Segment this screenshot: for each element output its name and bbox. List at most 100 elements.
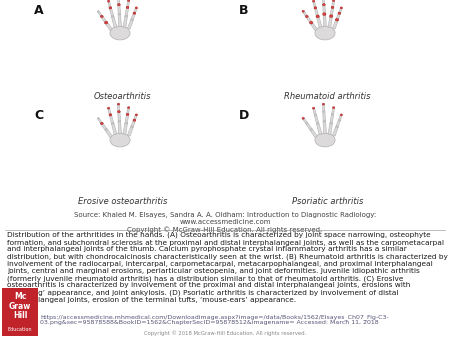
Polygon shape [123, 16, 127, 28]
Polygon shape [310, 129, 317, 138]
Ellipse shape [322, 3, 325, 6]
Text: Osteoarthritis: Osteoarthritis [94, 92, 151, 101]
Ellipse shape [117, 111, 120, 113]
Ellipse shape [112, 15, 114, 18]
Polygon shape [118, 112, 121, 121]
Text: Copyright © 2018 McGraw-Hill Education. All rights reserved.: Copyright © 2018 McGraw-Hill Education. … [144, 330, 306, 336]
Polygon shape [126, 0, 130, 7]
Polygon shape [105, 22, 112, 31]
Ellipse shape [302, 10, 304, 12]
Polygon shape [323, 0, 325, 5]
Ellipse shape [335, 18, 339, 21]
Text: C: C [34, 109, 43, 122]
Ellipse shape [131, 126, 133, 128]
Ellipse shape [322, 103, 324, 105]
Polygon shape [109, 7, 114, 17]
Ellipse shape [117, 103, 120, 105]
Ellipse shape [330, 122, 333, 124]
Polygon shape [127, 19, 133, 29]
Polygon shape [306, 16, 312, 23]
Polygon shape [323, 14, 326, 27]
Ellipse shape [126, 113, 129, 116]
Ellipse shape [323, 111, 325, 113]
Polygon shape [134, 115, 137, 121]
Polygon shape [306, 123, 312, 130]
Text: B: B [239, 4, 248, 17]
Ellipse shape [117, 3, 120, 6]
Ellipse shape [126, 6, 129, 8]
Polygon shape [112, 16, 117, 28]
Ellipse shape [133, 119, 136, 121]
Text: Education: Education [8, 327, 32, 332]
Polygon shape [323, 5, 325, 14]
Polygon shape [108, 108, 111, 115]
Polygon shape [338, 7, 342, 14]
Ellipse shape [135, 114, 138, 116]
Ellipse shape [104, 21, 108, 24]
Ellipse shape [315, 26, 335, 40]
Polygon shape [98, 11, 103, 17]
Ellipse shape [323, 13, 326, 16]
Polygon shape [316, 16, 322, 28]
Ellipse shape [316, 15, 320, 18]
Polygon shape [332, 107, 334, 115]
Polygon shape [108, 1, 111, 8]
Polygon shape [302, 11, 308, 17]
Polygon shape [127, 126, 133, 136]
Polygon shape [105, 129, 112, 138]
Ellipse shape [118, 120, 121, 122]
Ellipse shape [133, 12, 136, 15]
Text: D: D [239, 109, 249, 122]
Polygon shape [126, 107, 130, 115]
Polygon shape [323, 104, 325, 112]
Polygon shape [310, 22, 317, 31]
Ellipse shape [105, 128, 108, 131]
Ellipse shape [127, 106, 130, 108]
Ellipse shape [338, 12, 341, 15]
Ellipse shape [118, 13, 121, 15]
Polygon shape [302, 118, 308, 124]
Polygon shape [125, 7, 129, 16]
Ellipse shape [97, 10, 99, 12]
Text: A: A [34, 4, 44, 17]
Polygon shape [112, 123, 117, 135]
Ellipse shape [329, 15, 333, 18]
Polygon shape [131, 13, 135, 20]
Polygon shape [118, 14, 122, 27]
Ellipse shape [108, 107, 110, 109]
Polygon shape [313, 1, 316, 8]
Ellipse shape [333, 106, 335, 108]
Ellipse shape [110, 26, 130, 40]
Ellipse shape [340, 114, 342, 116]
Ellipse shape [109, 114, 112, 116]
Polygon shape [131, 120, 135, 127]
Ellipse shape [312, 107, 315, 109]
Polygon shape [333, 19, 338, 29]
Ellipse shape [302, 117, 304, 119]
Polygon shape [109, 115, 114, 124]
Ellipse shape [333, 0, 335, 2]
Text: Distribution of the arthritides in the hands. (A) Osteoarthritis is characterize: Distribution of the arthritides in the h… [7, 232, 448, 303]
Polygon shape [333, 126, 338, 136]
Ellipse shape [112, 122, 114, 124]
Ellipse shape [100, 15, 103, 18]
Ellipse shape [108, 0, 110, 2]
Bar [2, 288, 38, 336]
Polygon shape [117, 0, 120, 5]
Ellipse shape [135, 7, 138, 9]
Text: Erosive osteoarthritis: Erosive osteoarthritis [78, 197, 167, 206]
Polygon shape [123, 123, 127, 135]
Ellipse shape [310, 128, 312, 131]
Ellipse shape [314, 7, 317, 9]
Polygon shape [332, 0, 334, 7]
Polygon shape [98, 118, 103, 124]
Ellipse shape [338, 119, 341, 121]
Polygon shape [125, 114, 129, 123]
Polygon shape [315, 115, 319, 124]
Polygon shape [118, 5, 121, 14]
Text: Mc
Graw
Hill: Mc Graw Hill [9, 292, 31, 320]
Polygon shape [315, 7, 319, 17]
Ellipse shape [109, 7, 112, 9]
Ellipse shape [340, 7, 342, 9]
Text: Source: Khaled M. Elsayes, Sandra A. A. Oldham: Introduction to Diagnostic Radio: Source: Khaled M. Elsayes, Sandra A. A. … [74, 212, 376, 233]
